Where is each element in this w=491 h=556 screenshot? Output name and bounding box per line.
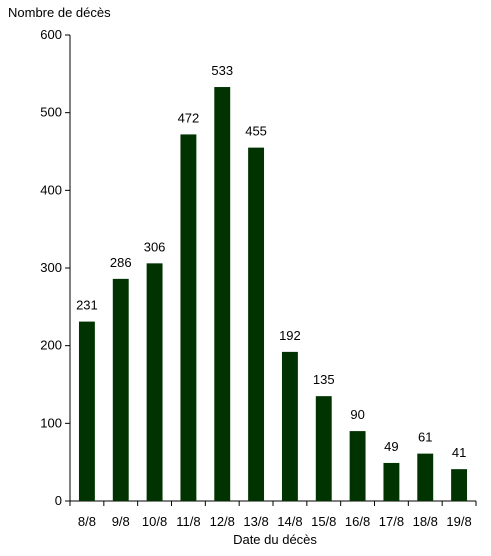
bar — [180, 134, 197, 501]
data-label: 135 — [313, 372, 335, 387]
bar — [315, 396, 332, 501]
bar — [281, 351, 298, 501]
x-tick-label: 18/8 — [413, 514, 438, 529]
x-tick-label: 12/8 — [210, 514, 235, 529]
bar — [112, 278, 129, 501]
y-tick-label: 0 — [55, 493, 62, 508]
data-label: 306 — [144, 239, 166, 254]
bar — [451, 469, 468, 501]
y-tick-label: 200 — [40, 338, 62, 353]
y-tick-label: 300 — [40, 260, 62, 275]
data-label: 192 — [279, 328, 301, 343]
data-label: 472 — [178, 110, 200, 125]
data-labels-group: 231 286 306 472 533 455 192 135 90 49 61 41 — [76, 63, 466, 460]
data-label: 231 — [76, 298, 98, 313]
data-label: 455 — [245, 124, 267, 139]
data-label: 286 — [110, 255, 132, 270]
x-tick-label: 10/8 — [142, 514, 167, 529]
y-axis-title: Nombre de décès — [8, 5, 111, 20]
data-label: 41 — [452, 445, 466, 460]
x-tick-label: 13/8 — [243, 514, 268, 529]
bars-group — [78, 87, 468, 501]
x-axis-title: Date du décès — [233, 532, 317, 547]
bar — [214, 87, 231, 501]
bar — [349, 431, 366, 501]
data-label: 49 — [384, 439, 398, 454]
x-tick-label: 9/8 — [112, 514, 130, 529]
y-tick-label: 600 — [40, 27, 62, 42]
x-tick-label: 17/8 — [379, 514, 404, 529]
bar — [146, 263, 163, 501]
y-axis: 0 100 200 300 400 500 600 — [40, 27, 71, 508]
y-tick-label: 100 — [40, 415, 62, 430]
x-tick-label: 8/8 — [78, 514, 96, 529]
x-axis: 8/8 9/8 10/8 11/8 12/8 13/8 14/8 15/8 16/8 17/8 18… — [69, 500, 477, 529]
bar — [417, 453, 434, 501]
x-tick-label: 15/8 — [311, 514, 336, 529]
bar — [383, 462, 400, 501]
data-label: 90 — [350, 407, 364, 422]
y-tick-label: 400 — [40, 182, 62, 197]
data-label: 533 — [211, 63, 233, 78]
bar — [78, 321, 95, 501]
y-tick-label: 500 — [40, 105, 62, 120]
x-tick-label: 16/8 — [345, 514, 370, 529]
data-label: 61 — [418, 430, 432, 445]
x-tick-label: 14/8 — [277, 514, 302, 529]
x-tick-label: 19/8 — [446, 514, 471, 529]
x-tick-label: 11/8 — [176, 514, 200, 529]
bar — [248, 147, 265, 501]
